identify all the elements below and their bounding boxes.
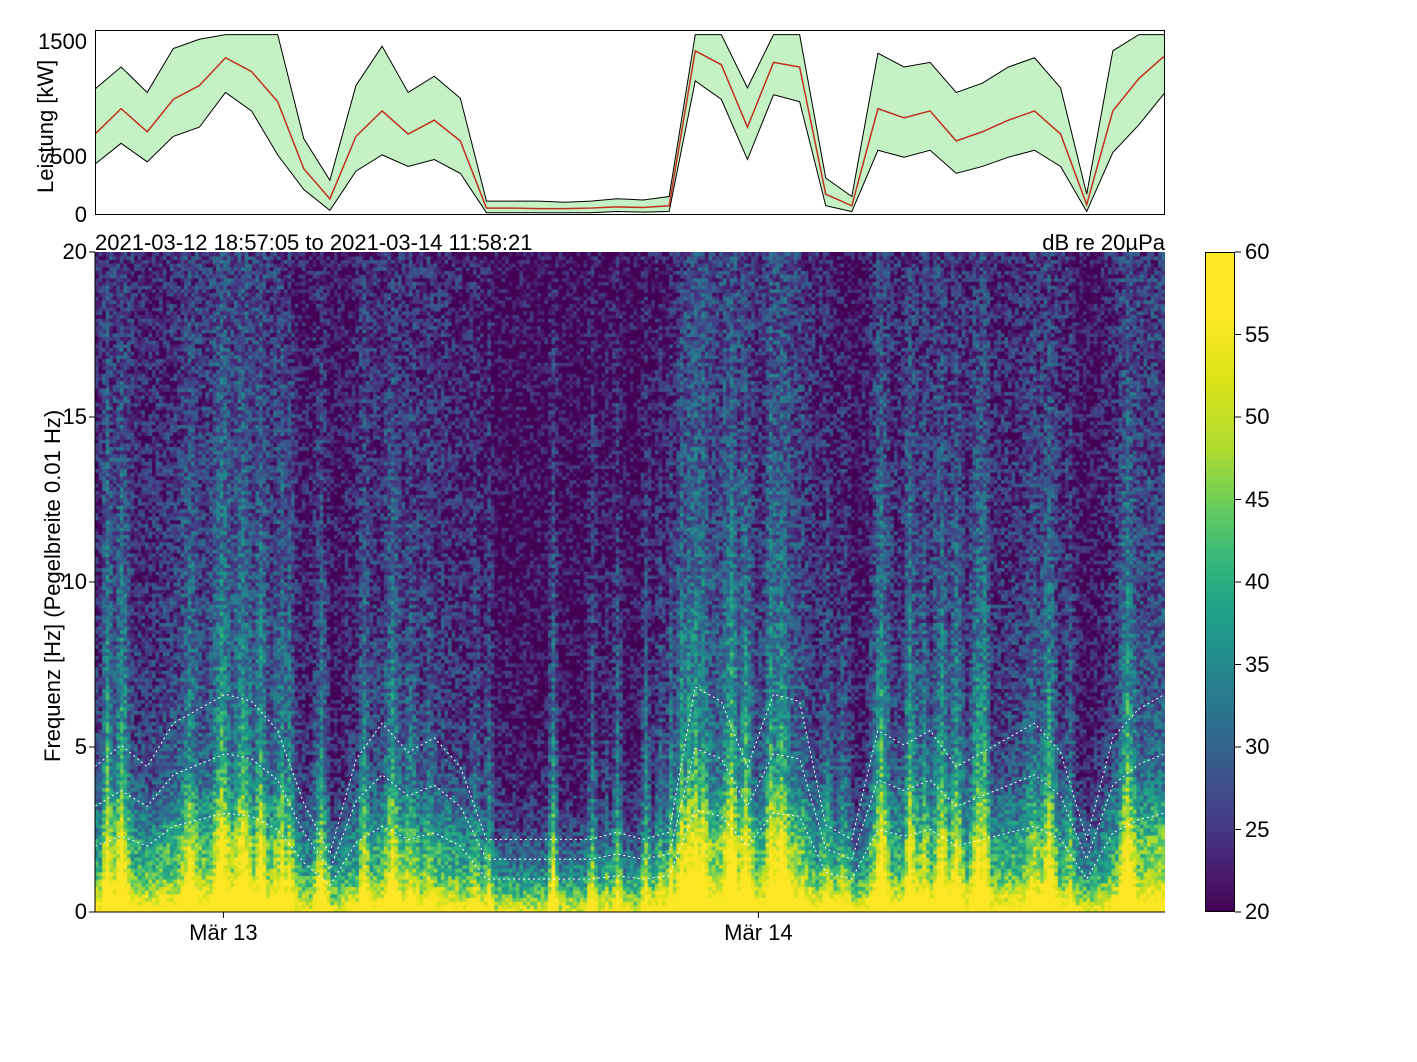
colorbar-tick-label: 50: [1245, 406, 1269, 428]
colorbar-tick-label: 60: [1245, 241, 1269, 263]
colorbar-tick-label: 35: [1245, 654, 1269, 676]
colorbar-tick-label: 25: [1245, 819, 1269, 841]
figure-root: Leistung [kW] 05001500 2021-03-12 18:57:…: [0, 0, 1417, 1062]
colorbar-tick-label: 20: [1245, 901, 1269, 923]
colorbar-tick-label: 40: [1245, 571, 1269, 593]
colorbar-tick-label: 30: [1245, 736, 1269, 758]
colorbar-gradient: [1205, 252, 1235, 912]
colorbar-svg: [1205, 252, 1235, 912]
colorbar-tick-label: 55: [1245, 324, 1269, 346]
colorbar: [1205, 252, 1235, 912]
colorbar-tick-label: 45: [1245, 489, 1269, 511]
